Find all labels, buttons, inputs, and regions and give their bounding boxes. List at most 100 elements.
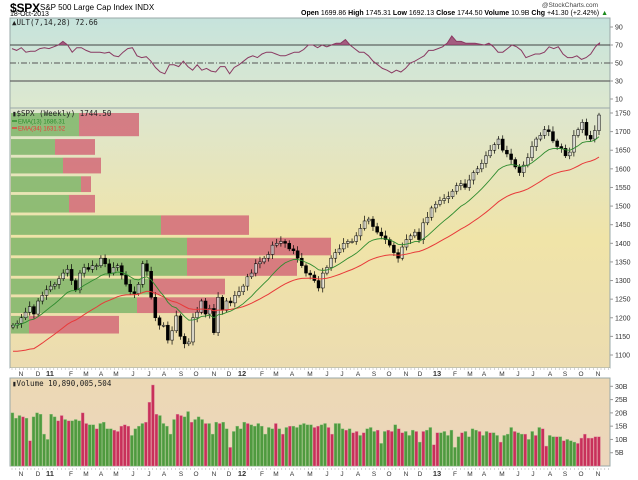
svg-text:M: M	[83, 371, 88, 378]
symbol: $SPX	[10, 1, 40, 15]
svg-text:A: A	[548, 471, 553, 478]
svg-text:A: A	[162, 471, 167, 478]
svg-text:1650: 1650	[615, 148, 631, 155]
svg-text:M: M	[307, 471, 312, 478]
svg-text:M: M	[83, 471, 88, 478]
svg-text:10B: 10B	[615, 437, 628, 444]
svg-text:20B: 20B	[615, 410, 628, 417]
price-panel: ▮$SPX (Weekly) 1744.50 EMA(13) 1686.31EMA…	[9, 107, 631, 369]
up-arrow-icon: ▲	[601, 10, 608, 17]
svg-text:A: A	[99, 471, 104, 478]
svg-text:D: D	[36, 371, 41, 378]
svg-text:1200: 1200	[615, 315, 631, 322]
svg-text:J: J	[531, 471, 534, 478]
svg-text:12: 12	[238, 369, 246, 378]
svg-text:F: F	[453, 371, 457, 378]
chart-date: 18-Oct-2013	[10, 11, 49, 18]
svg-text:13: 13	[433, 369, 441, 378]
svg-text:A: A	[356, 471, 361, 478]
svg-text:A: A	[482, 371, 487, 378]
svg-text:M: M	[113, 371, 118, 378]
svg-text:M: M	[113, 471, 118, 478]
svg-text:1700: 1700	[615, 129, 631, 136]
svg-text:M: M	[273, 471, 278, 478]
svg-text:O: O	[193, 471, 198, 478]
svg-text:M: M	[307, 371, 312, 378]
svg-text:J: J	[131, 471, 134, 478]
svg-text:J: J	[325, 471, 328, 478]
svg-text:A: A	[356, 371, 361, 378]
quote-summary: Open 1699.86 High 1745.31 Low 1692.13 Cl…	[301, 10, 608, 17]
svg-text:J: J	[340, 371, 343, 378]
svg-text:5B: 5B	[615, 450, 624, 457]
svg-text:M: M	[467, 371, 472, 378]
svg-text:D: D	[418, 471, 423, 478]
svg-text:D: D	[227, 471, 232, 478]
svg-text:O: O	[386, 371, 391, 378]
svg-text:F: F	[260, 371, 264, 378]
svg-text:12: 12	[238, 469, 246, 478]
svg-text:1450: 1450	[615, 222, 631, 229]
svg-text:J: J	[147, 471, 150, 478]
svg-text:M: M	[499, 371, 504, 378]
svg-text:13: 13	[433, 469, 441, 478]
svg-text:S: S	[179, 471, 184, 478]
svg-text:25B: 25B	[615, 397, 628, 404]
svg-text:30: 30	[615, 79, 623, 86]
svg-text:11: 11	[46, 469, 54, 478]
svg-text:50: 50	[615, 61, 623, 68]
svg-text:10: 10	[615, 97, 623, 104]
svg-text:70: 70	[615, 43, 623, 50]
svg-text:M: M	[499, 471, 504, 478]
svg-text:N: N	[596, 471, 601, 478]
svg-text:1600: 1600	[615, 166, 631, 173]
svg-text:90: 90	[615, 25, 623, 32]
svg-text:J: J	[340, 471, 343, 478]
svg-text:S: S	[372, 471, 377, 478]
svg-text:N: N	[404, 371, 409, 378]
svg-text:F: F	[69, 471, 73, 478]
svg-text:30B: 30B	[615, 384, 628, 391]
svg-text:M: M	[273, 371, 278, 378]
svg-text:▮Volume 10,890,005,504: ▮Volume 10,890,005,504	[12, 379, 112, 388]
date-axis-bottom: N D 11 F M A M J J A S O N D 12 F M A M J J A S O N D 13 F M A M J J A S O N	[10, 468, 610, 478]
low-value: 1692.13	[408, 10, 435, 17]
symbol-name: S&P 500 Large Cap Index INDX	[40, 3, 155, 12]
svg-text:1750: 1750	[615, 111, 631, 118]
svg-text:N: N	[212, 371, 217, 378]
svg-text:N: N	[212, 471, 217, 478]
svg-text:1150: 1150	[615, 334, 630, 341]
svg-text:A: A	[548, 371, 553, 378]
svg-text:D: D	[227, 371, 232, 378]
svg-text:J: J	[516, 471, 519, 478]
svg-text:F: F	[69, 371, 73, 378]
svg-text:1400: 1400	[615, 241, 631, 248]
svg-text:O: O	[578, 471, 583, 478]
chart-header: $SPX S&P 500 Large Cap Index INDX 18-Oct…	[0, 0, 638, 18]
close-value: 1744.50	[457, 10, 483, 17]
svg-text:O: O	[386, 471, 391, 478]
svg-text:A: A	[99, 371, 104, 378]
svg-text:J: J	[147, 371, 150, 378]
ult-legend: ▲ULT(7,14,28) 72.66	[12, 18, 98, 27]
svg-text:A: A	[290, 471, 295, 478]
svg-text:11: 11	[46, 369, 54, 378]
brand-watermark: @StockCharts.com	[541, 2, 598, 9]
svg-text:S: S	[563, 371, 568, 378]
svg-text:EMA(34) 1631.52: EMA(34) 1631.52	[18, 127, 66, 133]
svg-text:1500: 1500	[615, 204, 631, 211]
svg-text:EMA(13) 1686.31: EMA(13) 1686.31	[18, 120, 66, 126]
svg-text:▮$SPX (Weekly) 1744.50: ▮$SPX (Weekly) 1744.50	[12, 109, 112, 118]
svg-text:F: F	[260, 471, 264, 478]
svg-text:S: S	[563, 471, 568, 478]
svg-text:D: D	[418, 371, 423, 378]
volume-panel: ▮Volume 10,890,005,504 30B 25B 20B 15B 10B 5B	[9, 377, 628, 467]
ultimate-oscillator-panel: ▲ULT(7,14,28) 72.66 90 70 50 30 10	[9, 17, 623, 109]
svg-text:1300: 1300	[615, 278, 631, 285]
svg-text:M: M	[467, 471, 472, 478]
svg-text:N: N	[404, 471, 409, 478]
svg-text:J: J	[325, 371, 328, 378]
svg-text:J: J	[131, 371, 134, 378]
svg-text:A: A	[162, 371, 167, 378]
